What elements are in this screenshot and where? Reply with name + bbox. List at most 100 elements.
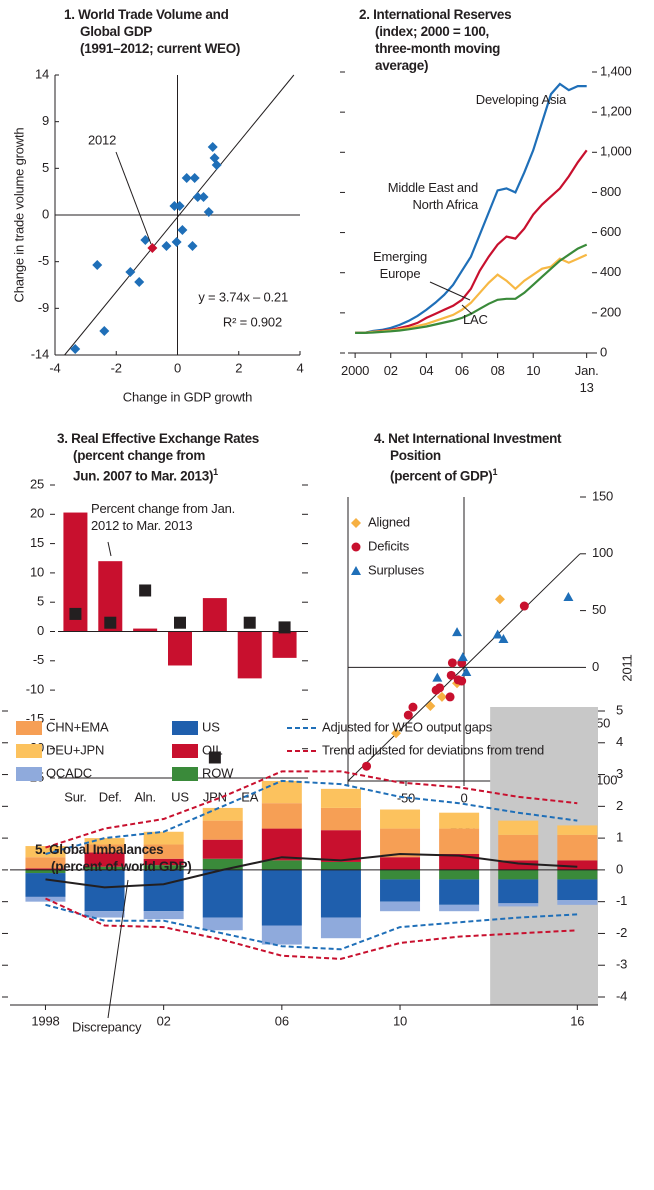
title-row: 1. World Trade Volume and [64, 6, 240, 23]
bar-segment [380, 828, 421, 858]
title-row: (percent change from [57, 447, 259, 464]
line [355, 149, 588, 334]
bar-segment [143, 911, 184, 920]
point [498, 634, 509, 643]
point [408, 702, 418, 712]
legend-label: Surpluses [368, 562, 425, 577]
x-tick-label: 16 [570, 1013, 584, 1028]
chart-title: 5. Global Imbalances (percent of world GD… [35, 841, 192, 875]
title-row: three-month moving [359, 40, 511, 57]
y-tick-label: 0 [42, 206, 49, 221]
bar-segment [84, 866, 125, 870]
bar-segment [557, 860, 598, 870]
bar-segment [261, 869, 302, 926]
x-tick-label: 1998 [31, 1013, 59, 1028]
point [492, 629, 503, 639]
legend-swatch [172, 767, 198, 781]
y-tick-label: 200 [600, 304, 621, 319]
trendline [64, 74, 295, 356]
x-tick-label: Jan. 13 [574, 363, 599, 395]
point [432, 672, 443, 682]
bar-segment [320, 861, 361, 870]
y-tick-label: 0 [616, 861, 623, 876]
bar-segment [202, 917, 243, 931]
point-label: 2012 [88, 132, 116, 147]
y-tick-label: 3 [616, 766, 623, 781]
title-row: Jun. 2007 to Mar. 2013)1 [57, 464, 259, 485]
y-tick-label: 0 [37, 623, 44, 638]
series-label: LAC [463, 312, 488, 327]
legend-swatch [16, 767, 42, 781]
bar-segment [439, 828, 480, 854]
title-line: Global GDP [80, 24, 153, 39]
point [203, 207, 214, 217]
legend-label: OCADC [46, 765, 92, 780]
bar-segment [84, 844, 125, 853]
point [425, 701, 436, 712]
series-label: Emerging Europe [372, 249, 428, 281]
y-tick-label: 50 [592, 602, 606, 617]
x-tick-label: 02 [157, 1013, 171, 1028]
y-tick-label: 5 [42, 160, 49, 175]
bar-segment [380, 857, 421, 870]
point [211, 160, 222, 170]
point [452, 627, 463, 637]
x-tick-label: 10 [393, 1013, 407, 1028]
y-tick-label: -3 [616, 957, 627, 972]
legend-swatch [172, 721, 198, 735]
title-row: (index; 2000 = 100, [359, 23, 511, 40]
bar [202, 598, 227, 632]
y-tick-label: 9 [42, 113, 49, 128]
legend-swatch [172, 744, 198, 758]
title-note: 1 [492, 467, 498, 477]
title-line: 4. Net International Investment [374, 431, 562, 446]
title-line: 3. Real Effective Exchange Rates [57, 431, 259, 446]
legend-swatch [16, 721, 42, 735]
bar-segment [25, 869, 66, 874]
bar-segment [25, 873, 66, 897]
line [45, 779, 578, 855]
bar-segment [498, 903, 539, 907]
x-tick-label: 10 [526, 363, 541, 378]
point [436, 691, 447, 702]
title-line: Jun. 2007 to Mar. 2013) [73, 468, 214, 484]
y-tick-label: 0 [592, 659, 599, 674]
title-row: (percent of GDP)1 [374, 464, 561, 485]
point [243, 616, 256, 629]
point [278, 621, 291, 634]
y-tick-label: 20 [30, 506, 44, 521]
point [171, 237, 182, 247]
line [45, 897, 578, 960]
point [177, 225, 188, 235]
point [391, 728, 402, 739]
bar-segment [261, 803, 302, 829]
x-tick-label: Sur. [64, 789, 86, 804]
y-tick-label: 5 [37, 594, 44, 609]
y-tick-label: -10 [26, 682, 44, 697]
y-tick-label: -2 [616, 925, 627, 940]
point [446, 670, 456, 680]
point [139, 584, 152, 597]
y-tick-label: 25 [30, 476, 44, 491]
title-note: 1 [213, 467, 218, 477]
point [169, 201, 180, 211]
bar-segment [439, 869, 480, 880]
x-tick-label: -2 [111, 360, 122, 375]
y-tick-label: 600 [600, 224, 621, 239]
x-tick-label: 0 [174, 360, 181, 375]
y-tick-label: 2 [616, 798, 623, 813]
legend-label: Deficits [368, 538, 410, 553]
point [147, 243, 158, 253]
line [355, 82, 587, 334]
y-tick-label: 1,400 [600, 63, 632, 78]
x-tick-label: 2 [235, 360, 242, 375]
annotation: R² = 0.902 [223, 314, 282, 329]
bar [168, 631, 192, 666]
bar-segment [557, 825, 598, 835]
bar-segment [320, 869, 361, 918]
point [125, 267, 136, 277]
bar-segment [320, 807, 361, 831]
chart-title: 3. Real Effective Exchange Rates (percent… [57, 430, 259, 485]
bar-segment [498, 820, 539, 835]
